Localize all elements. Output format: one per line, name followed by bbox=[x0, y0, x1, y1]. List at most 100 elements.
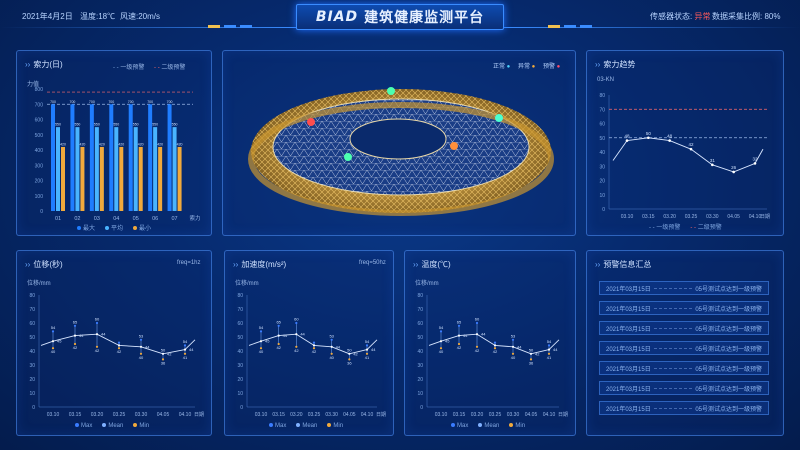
x-tick-label: 03.25 bbox=[685, 214, 698, 220]
x-tick-label: 04 bbox=[113, 216, 119, 222]
x-tick-label: 03.15 bbox=[453, 412, 466, 418]
x-tick-label: 03.10 bbox=[47, 412, 60, 418]
cable-force-warning-legend: - - 一级预警 - - 二级预警 bbox=[113, 65, 186, 71]
panel-title-text: 索力(日) bbox=[33, 60, 63, 69]
sensor-point[interactable] bbox=[450, 142, 458, 150]
bar-value-label: 420 bbox=[177, 142, 183, 146]
alarm-separator bbox=[653, 407, 693, 409]
min-point bbox=[365, 352, 369, 355]
max-point bbox=[277, 324, 280, 327]
mean-label: 44 bbox=[300, 332, 305, 337]
bar-value-label: 550 bbox=[113, 123, 119, 127]
page-title: BIAD 建筑健康监测平台 bbox=[296, 4, 504, 30]
alarm-date: 2021年03月15日 bbox=[606, 386, 651, 393]
bar bbox=[51, 104, 55, 211]
alarm-item[interactable]: 2021年03月15日 05号测试点达到一级预警 bbox=[599, 381, 769, 395]
y-tick-label: 60 bbox=[599, 122, 605, 128]
min-label: 40 bbox=[511, 355, 516, 360]
mean-label: 42 bbox=[535, 351, 540, 356]
header-date: 2021年4月2日 bbox=[22, 12, 73, 21]
bar bbox=[177, 146, 182, 211]
max-point bbox=[117, 341, 121, 344]
x-tick-label: 03.20 bbox=[663, 214, 676, 220]
y-tick-label: 80 bbox=[237, 293, 243, 299]
sensor-point[interactable] bbox=[495, 114, 503, 122]
header-deco bbox=[224, 25, 236, 28]
min-point bbox=[439, 347, 443, 350]
trend-point-label: 50 bbox=[646, 131, 652, 136]
max-label: 53 bbox=[511, 333, 516, 338]
x-tick-label: 03.20 bbox=[91, 412, 104, 418]
mean-label: 44 bbox=[517, 344, 522, 349]
y-tick-label: 0 bbox=[32, 405, 35, 411]
min-label: 42 bbox=[457, 345, 462, 350]
y-tick-label: 40 bbox=[237, 349, 243, 355]
mean-label: 44 bbox=[371, 347, 376, 352]
panel-title-text: 温度(℃) bbox=[421, 260, 451, 269]
sensor-point[interactable] bbox=[307, 118, 315, 126]
trend-point bbox=[689, 147, 693, 151]
bar bbox=[109, 104, 114, 211]
bar bbox=[138, 146, 143, 211]
alarm-item[interactable]: 2021年03月15日 05号测试点达到一级预警 bbox=[599, 361, 769, 375]
temperature-legend: Max Mean Min bbox=[451, 423, 525, 429]
displacement-panel: ›› 位移(秒) freq=1hz 位移/mm 0 10 20 30 40 50 60 70 80… bbox=[16, 250, 212, 436]
legend-warning-1: 一级预警 bbox=[120, 65, 145, 71]
x-tick-label: 03.25 bbox=[308, 412, 321, 418]
mean-point bbox=[51, 340, 55, 343]
min-label: 42 bbox=[294, 348, 299, 353]
cable-trend-panel: ›› 索力趋势 03-KN 0 10 20 30 40 50 60 70 80 48 03.10 50 0… bbox=[586, 50, 784, 236]
min-label: 42 bbox=[312, 349, 317, 354]
legend-min: Min bbox=[133, 423, 149, 429]
x-tick-label: 03.30 bbox=[325, 412, 338, 418]
alarm-message: 05号测试点达到一级预警 bbox=[695, 286, 762, 293]
y-tick-label: 70 bbox=[417, 307, 423, 313]
sensor-point[interactable] bbox=[387, 87, 395, 95]
max-point bbox=[295, 321, 298, 325]
alarm-item[interactable]: 2021年03月15日 05号测试点达到一级预警 bbox=[599, 281, 769, 295]
header-deco bbox=[208, 25, 220, 28]
y-tick-label: 30 bbox=[417, 363, 423, 369]
x-tick-label: 03.25 bbox=[489, 412, 502, 418]
alarm-item[interactable]: 2021年03月15日 05号测试点达到一级预警 bbox=[599, 321, 769, 335]
temperature-chart: 0102030405060708054454003.1065444203.156… bbox=[417, 293, 568, 418]
alarm-item[interactable]: 2021年03月15日 05号测试点达到一级预警 bbox=[599, 301, 769, 315]
y-tick-label: 50 bbox=[417, 335, 423, 341]
trend-point-label: 31 bbox=[710, 158, 716, 163]
bar-value-label: 420 bbox=[99, 142, 105, 146]
x-axis-label: 日期 bbox=[760, 214, 770, 220]
alarm-item[interactable]: 2021年03月15日 05号测试点达到一级预警 bbox=[599, 341, 769, 355]
bar-value-label: 550 bbox=[133, 123, 139, 127]
y-tick-label: 40 bbox=[417, 349, 423, 355]
bar-value-label: 700 bbox=[128, 100, 134, 104]
y-tick-label: 20 bbox=[599, 179, 605, 185]
x-tick-label: 04.10 bbox=[543, 412, 556, 418]
cable-force-unit: 力值 bbox=[27, 82, 40, 88]
trend-point bbox=[753, 162, 757, 165]
mean-point bbox=[365, 348, 369, 351]
alarm-item[interactable]: 2021年03月15日 05号测试点达到一级预警 bbox=[599, 401, 769, 415]
acceleration-panel: ›› 加速度(m/s²) freq=50hz 位移/mm 0 10 20 30 40 50 6… bbox=[224, 250, 394, 436]
y-tick-label: 10 bbox=[29, 391, 35, 397]
mean-point bbox=[73, 334, 77, 337]
sensor-point[interactable] bbox=[344, 153, 352, 161]
stadium-model-panel[interactable]: 正常 ● 异常 ● 预警 ● bbox=[222, 50, 576, 236]
min-label: 40 bbox=[139, 355, 144, 360]
mean-point bbox=[312, 344, 316, 347]
temperature-unit: 位移/mm bbox=[415, 281, 439, 287]
cable-force-chart: 0 100 200 300 400 500 600 700 800 700 550 420 01 700 5… bbox=[35, 87, 201, 222]
max-point bbox=[493, 341, 497, 344]
alarm-message: 05号测试点达到一级预警 bbox=[695, 406, 762, 413]
legend-warning: 预警 bbox=[542, 64, 555, 70]
mean-label: 44 bbox=[189, 347, 194, 352]
min-label: 42 bbox=[73, 345, 78, 350]
y-tick-label: 0 bbox=[420, 405, 423, 411]
min-point bbox=[259, 347, 263, 350]
x-tick-label: 03.15 bbox=[642, 214, 655, 220]
max-point bbox=[457, 324, 461, 327]
mean-label: 44 bbox=[283, 333, 288, 338]
x-tick-label: 04.05 bbox=[343, 412, 356, 418]
min-label: 36 bbox=[529, 360, 534, 365]
max-label: 65 bbox=[276, 319, 281, 324]
mean-label: 45 bbox=[265, 339, 270, 344]
